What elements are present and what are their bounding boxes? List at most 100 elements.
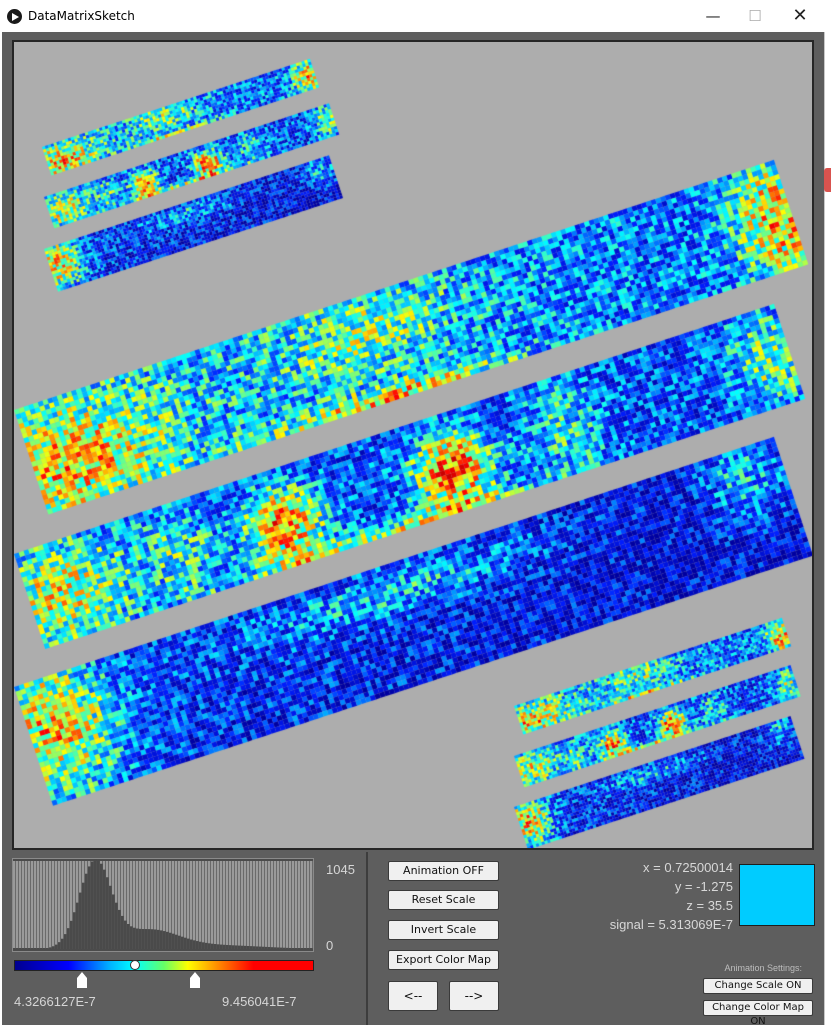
histogram-bin — [79, 892, 82, 949]
change-scale-toggle-button[interactable]: Change Scale ON — [703, 978, 813, 994]
histogram-bin — [244, 945, 247, 949]
histogram-bin — [100, 863, 103, 949]
minimize-icon[interactable]: — — [705, 7, 721, 25]
maximize-icon[interactable]: ☐ — [748, 7, 762, 25]
histogram-bin — [151, 929, 154, 949]
histogram-bin — [202, 942, 205, 949]
animation-toggle-button[interactable]: Animation OFF — [388, 861, 499, 881]
readout-signal: signal = 5.313069E-7 — [609, 917, 733, 932]
histogram-bin — [148, 929, 151, 949]
histogram-bin — [184, 937, 187, 949]
histogram-bin — [241, 945, 244, 949]
histogram-bin — [178, 935, 181, 949]
heatmap-canvas[interactable] — [14, 42, 812, 848]
histogram-bin — [55, 944, 58, 949]
histogram-bin-background — [217, 861, 220, 949]
histogram-bin — [190, 939, 193, 949]
histogram-bin — [157, 929, 160, 949]
histogram-bin — [130, 926, 133, 949]
histogram-bin-background — [130, 861, 133, 949]
color-scale-max-handle[interactable] — [190, 972, 200, 988]
export-color-map-button[interactable]: Export Color Map — [388, 950, 499, 970]
histogram-bin — [106, 877, 109, 949]
histogram-bin — [229, 945, 232, 949]
histogram-bin — [13, 948, 16, 949]
histogram-bin — [82, 882, 85, 949]
histogram-bin-background — [214, 861, 217, 949]
histogram-bin — [49, 947, 52, 949]
histogram-bin — [58, 942, 61, 949]
histogram-bin-background — [253, 861, 256, 949]
play-circle-icon — [7, 9, 22, 24]
title-bar[interactable]: DataMatrixSketch — ☐ ✕ — [0, 0, 831, 32]
histogram-bin — [121, 915, 124, 949]
histogram-bin — [196, 941, 199, 949]
color-scale-center-handle[interactable] — [130, 960, 140, 970]
histogram-bin — [64, 934, 67, 949]
histogram-bin-background — [286, 861, 289, 949]
histogram-bin — [28, 948, 31, 949]
histogram-bin-background — [157, 861, 160, 949]
histogram-bin — [61, 938, 64, 949]
histogram-bin-background — [127, 861, 130, 949]
close-icon[interactable]: ✕ — [792, 5, 808, 26]
reset-scale-button[interactable]: Reset Scale — [388, 890, 499, 910]
histogram-bin-background — [190, 861, 193, 949]
histogram-bin-background — [301, 861, 304, 949]
invert-scale-button[interactable]: Invert Scale — [388, 920, 499, 940]
histogram-bin — [112, 894, 115, 949]
previous-button[interactable]: <-- — [388, 981, 438, 1011]
histogram-bin-background — [262, 861, 265, 949]
color-scale-max-value: 9.456041E-7 — [222, 994, 297, 1009]
readout-x: x = 0.72500014 — [643, 860, 733, 875]
histogram-chart — [13, 859, 313, 949]
histogram-bin-background — [121, 861, 124, 949]
next-button[interactable]: --> — [449, 981, 499, 1011]
histogram-bin — [19, 948, 22, 949]
histogram-bin — [199, 941, 202, 949]
histogram-bin-background — [268, 861, 271, 949]
histogram-bin — [175, 934, 178, 949]
histogram-bin — [97, 860, 100, 949]
histogram-bin-background — [139, 861, 142, 949]
histogram-bin — [217, 944, 220, 949]
histogram-bin-background — [118, 861, 121, 949]
histogram-bin-background — [187, 861, 190, 949]
histogram-bin — [301, 948, 304, 949]
readout-y: y = -1.275 — [674, 879, 733, 894]
histogram-bin-background — [151, 861, 154, 949]
histogram-bin — [310, 948, 313, 949]
histogram-bin-background — [193, 861, 196, 949]
histogram-bin — [256, 946, 259, 949]
histogram-bin — [205, 942, 208, 949]
histogram-bin — [307, 948, 310, 949]
histogram-bin-background — [49, 861, 52, 949]
histogram-bin-background — [175, 861, 178, 949]
histogram-bin-background — [223, 861, 226, 949]
histogram-bin — [124, 920, 127, 949]
histogram-bin-background — [136, 861, 139, 949]
histogram-bin — [25, 948, 28, 949]
histogram-bin-background — [37, 861, 40, 949]
histogram-bin-background — [307, 861, 310, 949]
histogram-bin-background — [211, 861, 214, 949]
color-scale-min-handle[interactable] — [77, 972, 87, 988]
histogram-bin-background — [133, 861, 136, 949]
histogram-bin-background — [61, 861, 64, 949]
heatmap-viewport[interactable] — [12, 40, 814, 850]
histogram-bin-background — [145, 861, 148, 949]
histogram-bin-background — [232, 861, 235, 949]
histogram-bin — [163, 931, 166, 949]
histogram-bin — [262, 946, 265, 949]
histogram-bin-background — [40, 861, 43, 949]
histogram-bin — [259, 946, 262, 949]
histogram-bin — [46, 948, 49, 949]
histogram-bin-background — [25, 861, 28, 949]
change-color-map-toggle-button[interactable]: Change Color Map ON — [703, 1000, 813, 1027]
histogram-bin-background — [250, 861, 253, 949]
histogram-bin — [67, 928, 70, 949]
color-scale-bar — [14, 960, 314, 971]
histogram-bin — [136, 928, 139, 949]
histogram-bin — [265, 946, 268, 949]
